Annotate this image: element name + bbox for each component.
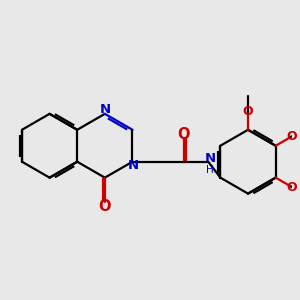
Text: O: O: [286, 181, 297, 194]
Text: O: O: [243, 105, 253, 118]
Text: N: N: [128, 160, 139, 172]
Text: N: N: [204, 152, 215, 165]
Text: O: O: [99, 199, 111, 214]
Text: O: O: [177, 127, 190, 142]
Text: N: N: [99, 103, 110, 116]
Text: O: O: [286, 130, 297, 143]
Text: H: H: [206, 165, 214, 175]
